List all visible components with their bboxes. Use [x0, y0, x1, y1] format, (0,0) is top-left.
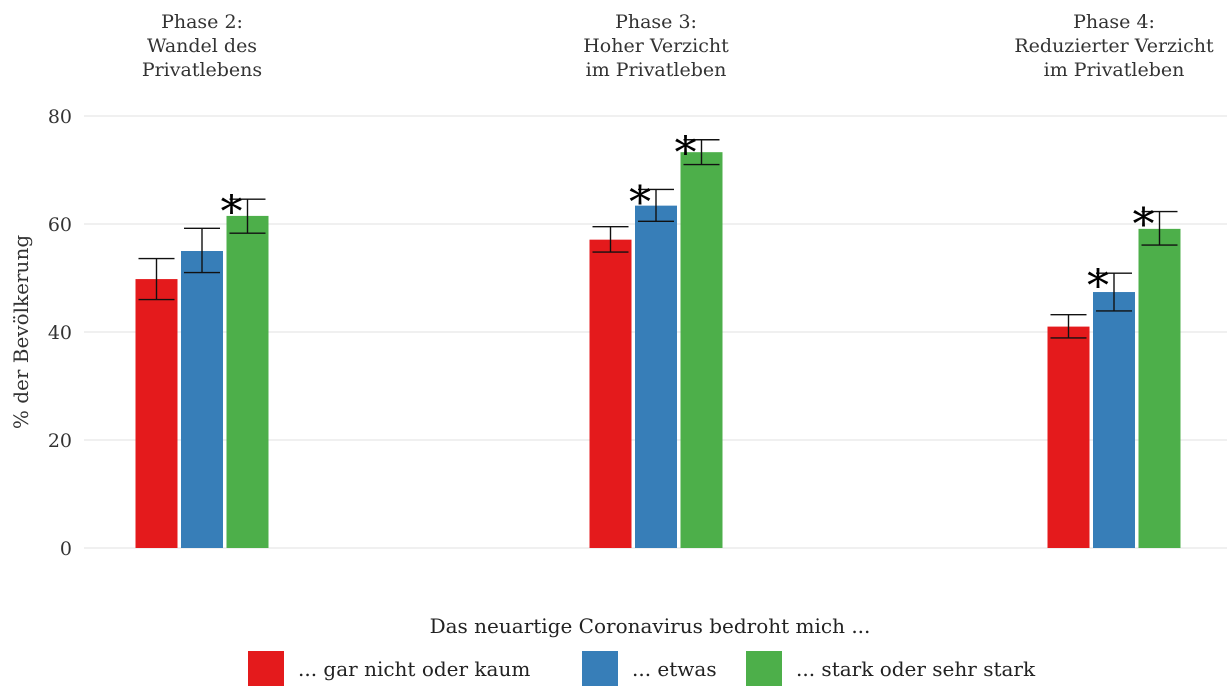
facet-title-line: Privatlebens: [142, 59, 262, 81]
bars: [135, 152, 1181, 549]
error-bar: [229, 198, 266, 234]
bar: [589, 239, 632, 548]
y-tick-label: 0: [60, 538, 72, 560]
bar: [226, 215, 269, 548]
facet-title-line: im Privatleben: [1044, 59, 1185, 81]
significance-marker: *: [629, 177, 651, 228]
error-bars: [138, 139, 1178, 339]
y-tick-label: 80: [48, 106, 72, 128]
error-bar: [1050, 314, 1087, 339]
facet-title-line: Phase 4:: [1073, 11, 1155, 33]
legend-title: Das neuartige Coronavirus bedroht mich .…: [430, 614, 871, 638]
y-axis-title: % der Bevölkerung: [9, 235, 33, 429]
bar: [1047, 326, 1090, 548]
facet-title-line: Wandel des: [147, 35, 257, 57]
significance-marker: *: [1133, 200, 1155, 251]
error-bar: [1096, 272, 1132, 312]
legend-item: ... stark oder sehr stark: [746, 651, 1036, 686]
significance-marker: *: [675, 128, 697, 179]
y-tick-labels: 0 20 40 60 80: [48, 106, 72, 560]
error-bar: [184, 227, 220, 274]
facet-title-line: Phase 2:: [161, 11, 243, 33]
legend-item: ... gar nicht oder kaum: [248, 651, 530, 686]
facet-title-line: im Privatleben: [586, 59, 727, 81]
legend-swatch: [248, 651, 284, 686]
facet-title-line: Reduzierter Verzicht: [1014, 35, 1214, 57]
error-bar: [638, 188, 674, 223]
y-tick-label: 20: [48, 430, 72, 452]
bar: [635, 205, 677, 548]
bar: [135, 279, 178, 548]
error-bar: [138, 257, 175, 301]
error-bar: [683, 139, 720, 166]
significance-marker: *: [221, 187, 243, 238]
facet-title-line: Hoher Verzicht: [583, 35, 729, 57]
bar: [680, 152, 723, 548]
bar: [1093, 292, 1135, 548]
bar: [1138, 228, 1181, 549]
facet-title-line: Phase 3:: [615, 11, 697, 33]
legend-label: ... stark oder sehr stark: [796, 657, 1036, 681]
significance-marker: *: [1087, 261, 1109, 312]
legend-item: ... etwas: [582, 651, 717, 686]
y-tick-label: 40: [48, 322, 72, 344]
legend-swatch: [582, 651, 618, 686]
legend: ... gar nicht oder kaum ... etwas ... star…: [248, 651, 1036, 686]
legend-swatch: [746, 651, 782, 686]
bar: [181, 251, 223, 548]
error-bar: [592, 225, 629, 253]
y-tick-label: 60: [48, 214, 72, 236]
legend-label: ... etwas: [632, 657, 717, 681]
error-bar: [1141, 210, 1178, 246]
legend-label: ... gar nicht oder kaum: [298, 657, 530, 681]
significance-markers: * * * * *: [221, 128, 1155, 312]
